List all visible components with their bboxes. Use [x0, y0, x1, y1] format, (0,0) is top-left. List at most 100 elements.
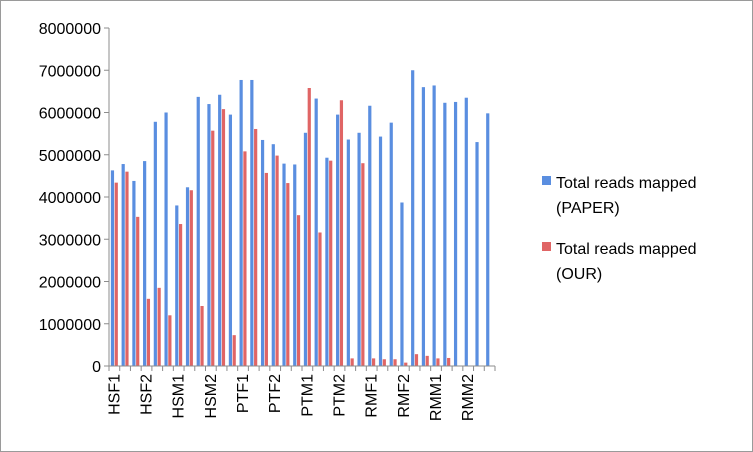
x-tick-label: RMM1 [428, 374, 445, 421]
x-tick-label: HSF1 [106, 374, 123, 415]
bar-our [329, 160, 333, 366]
bar-our [371, 358, 376, 366]
legend-swatch-our [542, 242, 551, 251]
bar-our [275, 155, 279, 366]
x-tick-label: HSM1 [171, 374, 188, 419]
legend-label-our-line1: Total reads mapped [556, 241, 697, 258]
legend-label-paper-line2: (PAPER) [556, 200, 620, 217]
y-tick-label: 1000000 [39, 317, 101, 334]
y-axis: 0 1000000 2000000 3000000 4000000 5000000 6000… [39, 21, 110, 376]
bar-our [447, 357, 451, 366]
bar-paper [260, 139, 265, 366]
bar-paper [121, 164, 125, 366]
bar-our [286, 183, 290, 366]
bar-our [382, 359, 386, 366]
bar-our [232, 335, 236, 366]
bar-our [296, 215, 301, 366]
bar-our [114, 182, 118, 366]
bar-paper [132, 180, 136, 366]
x-tick-label: HSF2 [139, 374, 156, 415]
bar-paper [175, 205, 179, 366]
y-tick-label: 0 [92, 359, 101, 376]
bar-our [157, 287, 161, 366]
bar-our [243, 151, 247, 366]
bar-our [125, 171, 129, 366]
bar-our [361, 163, 365, 366]
legend-label-our-line2: (OUR) [556, 266, 602, 283]
x-tick-label: PTF2 [267, 374, 284, 413]
x-tick-label: HSM2 [203, 374, 220, 419]
bar-paper [143, 161, 147, 366]
x-tick-label: PTF1 [235, 374, 252, 413]
bar-our [211, 130, 215, 366]
bar-paper [453, 101, 458, 366]
bar-paper [271, 144, 275, 366]
bar-our [200, 306, 204, 366]
bar-our [414, 354, 419, 366]
x-tick-label: PTM1 [299, 374, 316, 417]
y-tick-label: 7000000 [39, 63, 101, 80]
bar-our [307, 88, 311, 366]
bar-paper [432, 85, 436, 367]
legend-label-paper-line1: Total reads mapped [556, 175, 697, 192]
bar-paper [325, 157, 329, 366]
bar-paper [282, 163, 286, 366]
bar-paper [303, 132, 308, 366]
y-tick-label: 6000000 [39, 106, 101, 123]
bar-paper [336, 114, 340, 366]
bar-our [425, 355, 429, 366]
x-tick-label: PTM2 [332, 374, 349, 417]
bar-paper [110, 170, 115, 366]
y-tick-label: 8000000 [39, 21, 101, 38]
bar-paper [185, 187, 190, 366]
y-tick-label: 2000000 [39, 275, 101, 292]
y-tick-label: 4000000 [39, 190, 101, 207]
bar-paper [357, 132, 361, 366]
bar-our [318, 232, 322, 366]
bar-our [264, 172, 268, 366]
y-tick-label: 5000000 [39, 148, 101, 165]
x-tick-label: RMM2 [460, 374, 477, 421]
bar-our [178, 224, 183, 366]
bar-paper [475, 142, 479, 366]
bar-our [136, 216, 140, 366]
bar-our [254, 128, 258, 366]
bar-our [404, 362, 408, 366]
bar-paper [196, 96, 200, 367]
bar-paper [228, 114, 233, 366]
bar-our [350, 358, 354, 366]
bar-paper [400, 202, 404, 366]
bar-our [189, 190, 193, 366]
y-tick-label: 3000000 [39, 232, 101, 249]
bar-paper [164, 112, 168, 366]
bar-our [168, 315, 172, 366]
bar-paper [389, 122, 393, 366]
bar-paper [218, 94, 222, 366]
bar-paper [153, 121, 157, 366]
legend: Total reads mapped (PAPER) Total reads m… [542, 175, 697, 283]
bar-paper [314, 98, 318, 366]
x-tick-label: RMF2 [396, 374, 413, 418]
bar-our [393, 359, 397, 366]
bar-our [436, 358, 440, 366]
x-tick-label: RMF1 [364, 374, 381, 418]
bar-paper [250, 79, 254, 366]
bar-paper [443, 102, 447, 366]
bar-paper [486, 113, 490, 366]
bar-our [146, 298, 151, 366]
bar-paper [421, 87, 426, 367]
bar-paper [411, 70, 415, 366]
bar-paper [239, 79, 243, 366]
bar-paper [293, 164, 297, 366]
bar-paper [464, 97, 468, 367]
bar-paper [378, 136, 383, 366]
bar-our [221, 109, 226, 367]
bar-paper [368, 105, 372, 367]
bar-paper [207, 104, 211, 367]
bar-paper [346, 139, 350, 366]
legend-swatch-paper [542, 176, 551, 185]
x-axis: HSF1 HSF2 HSM1 HSM2 PTF1 PTF2 PTM1 PTM2 RMF1 RMF2… [106, 365, 496, 421]
bar-our [339, 100, 344, 366]
bars [110, 70, 490, 367]
